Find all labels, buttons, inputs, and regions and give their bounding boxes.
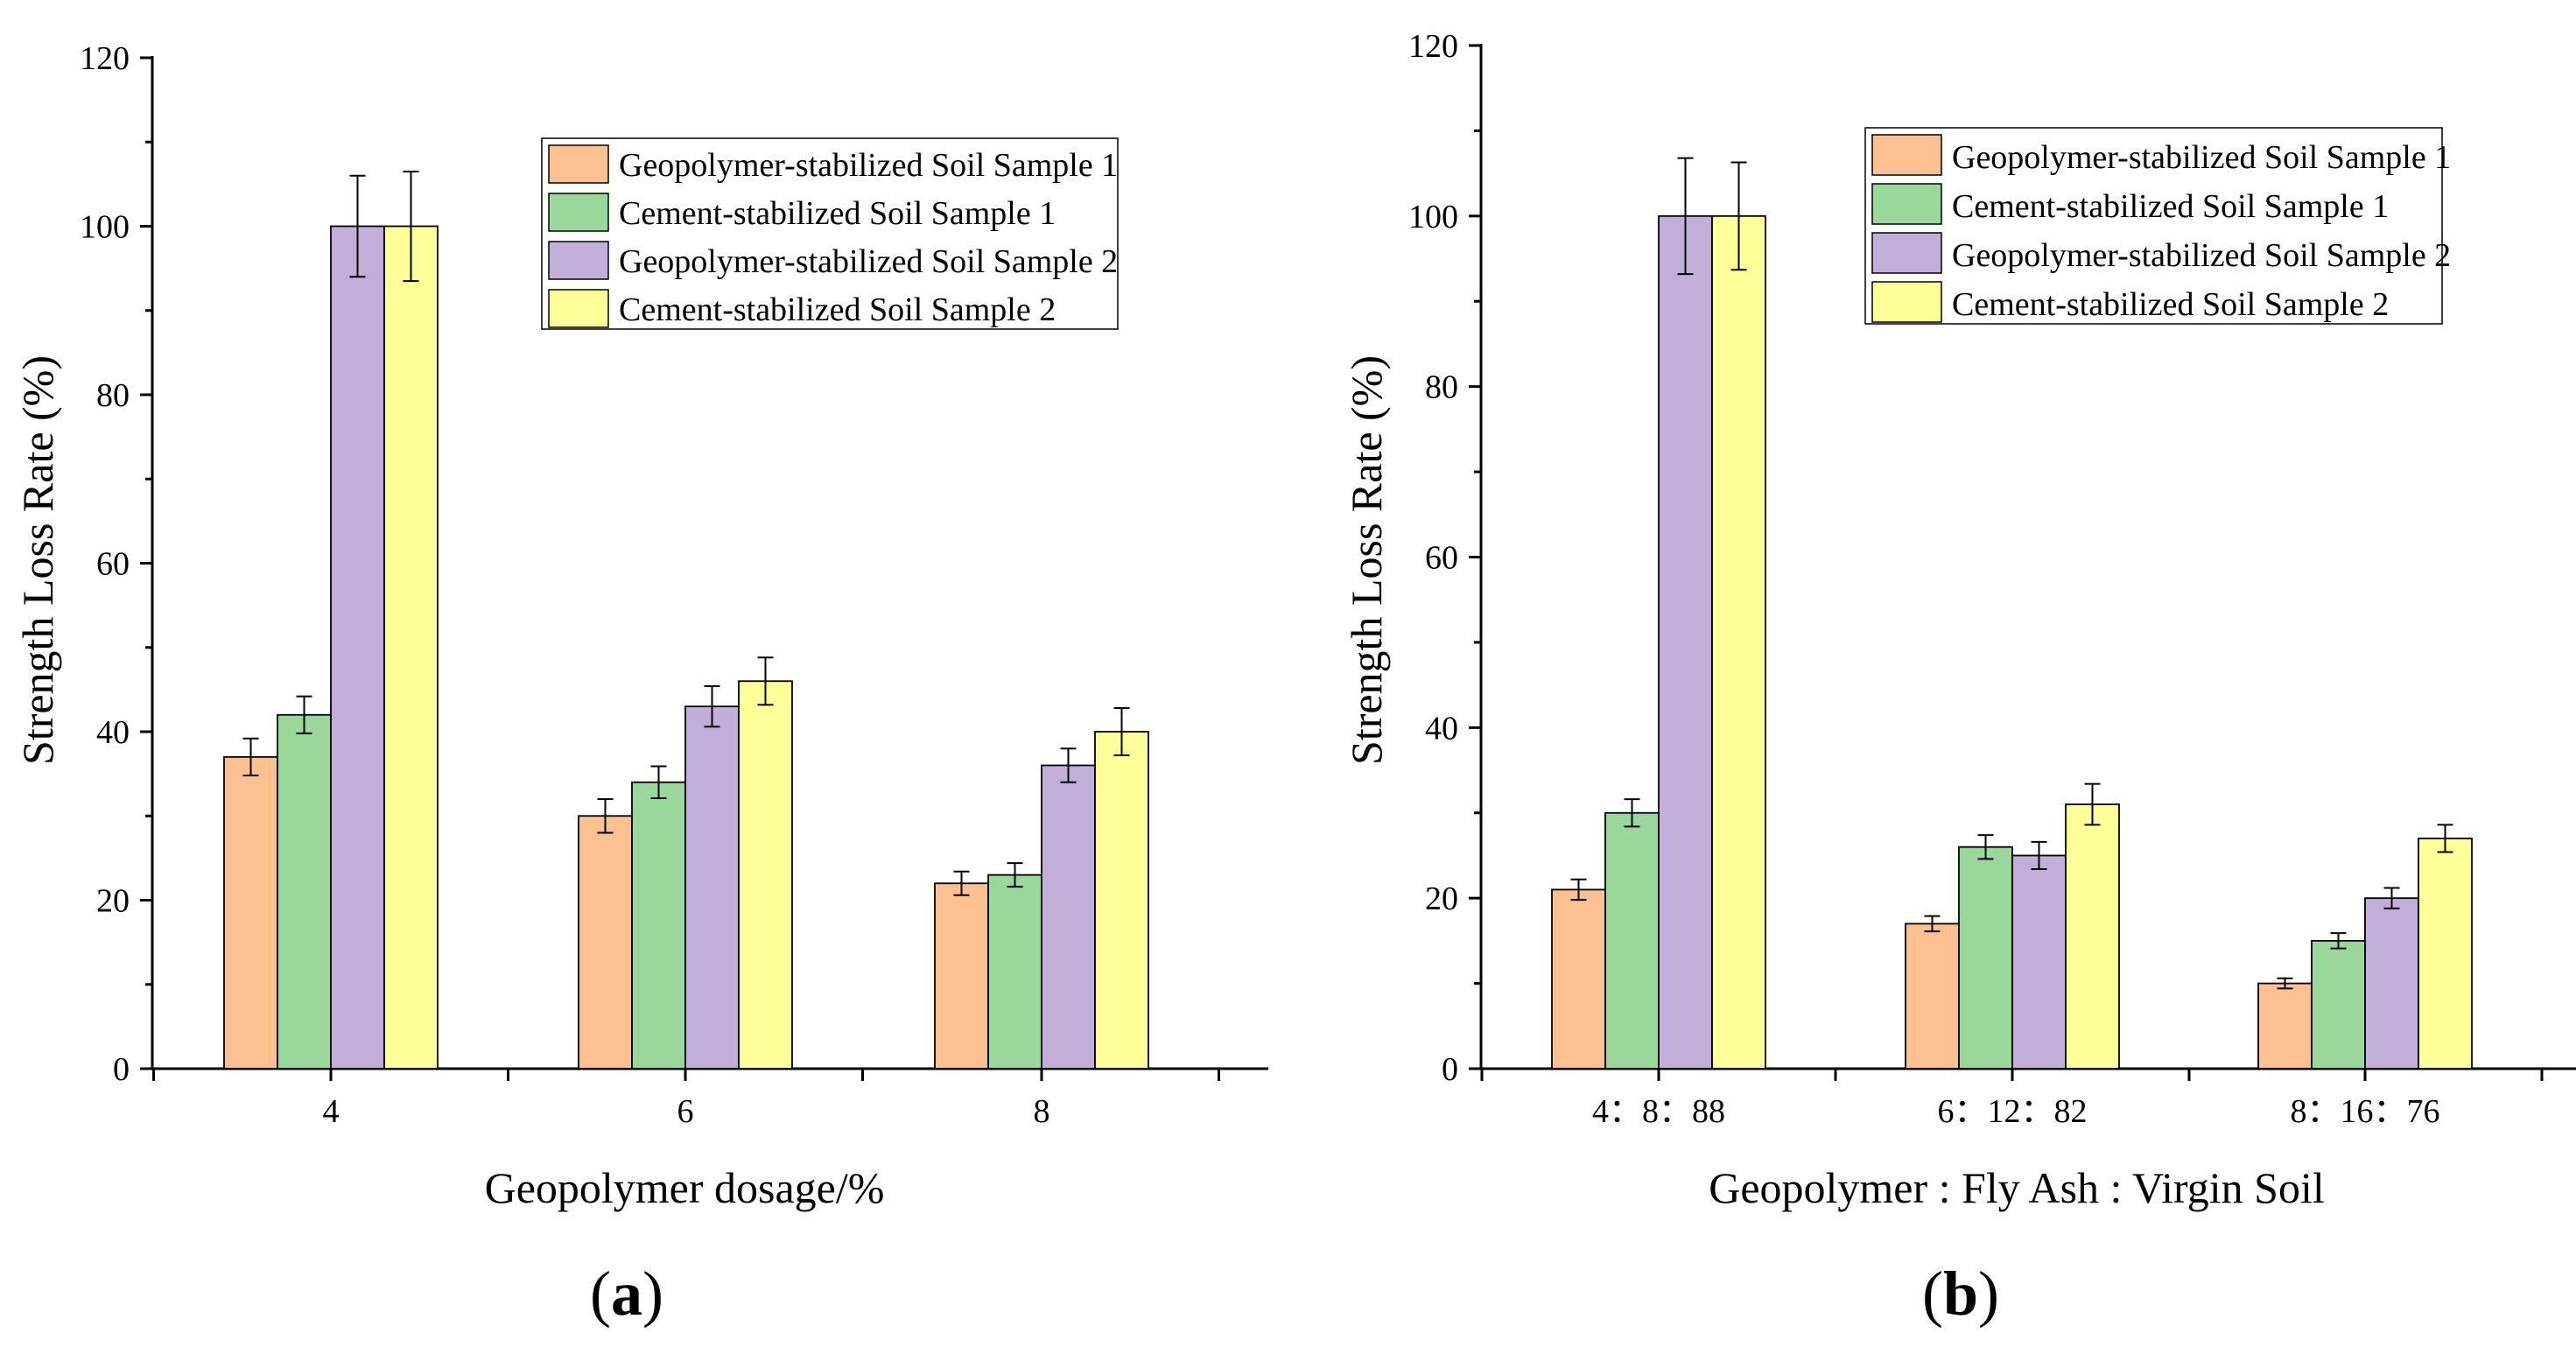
bar <box>684 705 740 1070</box>
bar <box>1958 845 2013 1070</box>
legend-box <box>541 137 1119 330</box>
x-tick-label: 8：16：76 <box>2290 1093 2439 1130</box>
y-tick-label: 120 <box>80 40 130 77</box>
legend-swatch <box>1871 281 1942 323</box>
y-tick-label: 100 <box>80 209 130 246</box>
legend-label: Cement-stabilized Soil Sample 1 <box>1952 188 2389 225</box>
bar <box>2364 897 2419 1070</box>
bar <box>934 882 989 1070</box>
y-axis-title: Strength Loss Rate (%) <box>1342 355 1391 765</box>
bar <box>1711 214 1766 1070</box>
bar <box>383 225 439 1070</box>
legend-label: Geopolymer-stabilized Soil Sample 2 <box>1952 237 2451 274</box>
legend-swatch <box>1871 134 1942 176</box>
bar <box>1905 923 1960 1070</box>
bar <box>2065 803 2120 1070</box>
legend-swatch <box>548 241 609 280</box>
y-tick-label: 80 <box>1425 369 1458 406</box>
bar <box>1604 811 1660 1070</box>
y-tick-label: 60 <box>96 546 130 583</box>
x-tick-label: 8 <box>1034 1093 1050 1130</box>
panel-label-letter: a <box>611 1259 642 1329</box>
bar <box>330 225 385 1070</box>
bar <box>1041 764 1096 1070</box>
y-tick-label: 40 <box>1425 710 1458 747</box>
bar <box>2311 939 2366 1070</box>
bar <box>1658 214 1713 1070</box>
legend-swatch <box>1871 232 1942 274</box>
panel-label: (a) <box>590 1259 663 1329</box>
bar <box>1551 888 1606 1070</box>
bar <box>223 755 278 1070</box>
panel-label-close-paren: ) <box>1978 1259 1999 1329</box>
bar <box>2011 854 2067 1070</box>
panel-label-open-paren: ( <box>590 1259 611 1329</box>
x-axis-title: Geopolymer : Fly Ash : Virgin Soil <box>1709 1163 2325 1212</box>
bar <box>2257 982 2313 1070</box>
bar <box>631 781 686 1070</box>
chart-panel-b: 0 20 40 60 80 100 120 4：8：88 6：12：82 8：16：76 Geopo… <box>1342 28 2576 1329</box>
panel-label-letter: b <box>1943 1259 1978 1329</box>
y-tick-label: 0 <box>113 1051 130 1088</box>
legend-swatch <box>548 193 609 232</box>
legend-label: Geopolymer-stabilized Soil Sample 1 <box>619 147 1118 184</box>
x-tick-label: 6 <box>677 1093 694 1130</box>
chart-panel-a: 0 20 40 60 80 100 120 4 6 8 Geopolymer-stabilized … <box>13 40 1268 1329</box>
bar <box>738 680 793 1070</box>
bar <box>2418 838 2473 1070</box>
bar <box>1094 731 1149 1070</box>
panel-label-open-paren: ( <box>1922 1259 1943 1329</box>
legend-label: Cement-stabilized Soil Sample 2 <box>619 291 1056 328</box>
panel-label-close-paren: ) <box>642 1259 663 1329</box>
legend-swatch <box>548 289 609 328</box>
bar <box>578 815 633 1070</box>
legend-box <box>1864 127 2443 325</box>
y-tick-label: 80 <box>96 377 130 414</box>
x-tick-label: 6：12：82 <box>1937 1093 2087 1130</box>
x-tick-label: 4：8：88 <box>1592 1093 1725 1130</box>
legend-label: Cement-stabilized Soil Sample 2 <box>1952 286 2389 323</box>
legend-label: Geopolymer-stabilized Soil Sample 2 <box>619 243 1118 280</box>
y-tick-label: 20 <box>96 883 130 920</box>
bar <box>987 873 1042 1070</box>
y-tick-label: 120 <box>1408 28 1458 65</box>
x-axis-title: Geopolymer dosage/% <box>485 1163 885 1212</box>
panel-label: (b) <box>1922 1259 1999 1329</box>
y-tick-label: 40 <box>96 714 130 751</box>
y-tick-label: 20 <box>1425 880 1458 917</box>
y-tick-label: 0 <box>1442 1051 1458 1088</box>
y-axis-title: Strength Loss Rate (%) <box>13 355 62 765</box>
legend-swatch <box>548 144 609 184</box>
legend-label: Cement-stabilized Soil Sample 1 <box>619 195 1056 232</box>
bar <box>277 713 332 1070</box>
y-tick-label: 60 <box>1425 540 1458 577</box>
legend-label: Geopolymer-stabilized Soil Sample 1 <box>1952 139 2451 176</box>
y-tick-label: 100 <box>1408 199 1458 235</box>
x-tick-label: 4 <box>323 1093 340 1130</box>
legend-swatch <box>1871 183 1942 225</box>
